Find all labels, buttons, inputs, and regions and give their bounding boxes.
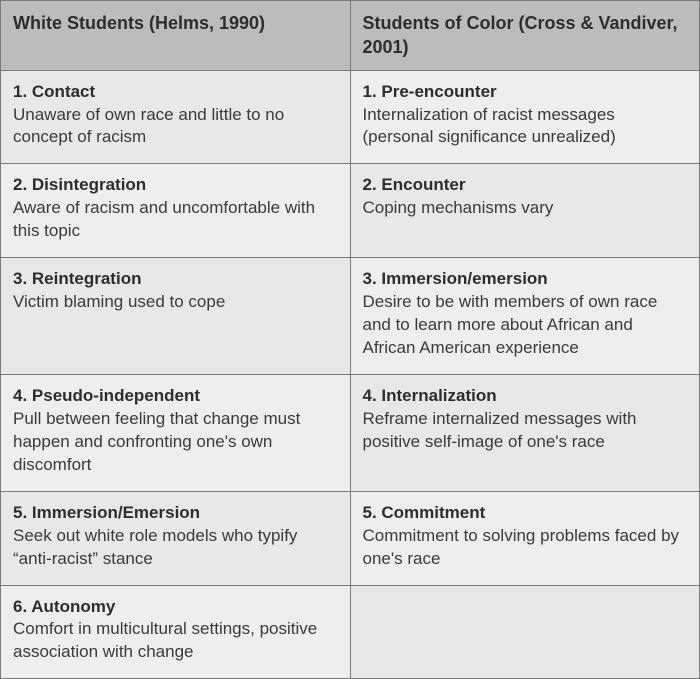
stage-title: 6. Autonomy <box>13 597 115 616</box>
table: White Students (Helms, 1990) Students of… <box>0 0 700 679</box>
cell-white-3: 3. Reintegration Victim blaming used to … <box>1 258 351 375</box>
col-header-students-of-color: Students of Color (Cross & Vandiver, 200… <box>350 1 700 71</box>
stage-desc: Aware of racism and uncomfortable with t… <box>13 197 338 243</box>
stage-desc: Commitment to solving problems faced by … <box>363 525 688 571</box>
stage-desc: Coping mechanisms vary <box>363 197 688 220</box>
table-row: 1. Contact Unaware of own race and littl… <box>1 70 700 164</box>
cell-white-4: 4. Pseudo-independent Pull between feeli… <box>1 374 351 491</box>
stage-desc: Seek out white role models who typify “a… <box>13 525 338 571</box>
stage-desc: Unaware of own race and little to no con… <box>13 104 338 150</box>
stage-title: 5. Commitment <box>363 503 486 522</box>
table-row: 6. Autonomy Comfort in multicultural set… <box>1 585 700 679</box>
identity-development-table: White Students (Helms, 1990) Students of… <box>0 0 700 679</box>
stage-desc: Victim blaming used to cope <box>13 291 338 314</box>
stage-title: 3. Immersion/emersion <box>363 269 548 288</box>
cell-soc-5: 5. Commitment Commitment to solving prob… <box>350 491 700 585</box>
stage-title: 1. Pre-encounter <box>363 82 497 101</box>
table-row: 3. Reintegration Victim blaming used to … <box>1 258 700 375</box>
stage-desc: Internalization of racist messages (pers… <box>363 104 688 150</box>
cell-white-1: 1. Contact Unaware of own race and littl… <box>1 70 351 164</box>
stage-title: 4. Pseudo-independent <box>13 386 200 405</box>
table-row: 2. Disintegration Aware of racism and un… <box>1 164 700 258</box>
table-row: 5. Immersion/Emersion Seek out white rol… <box>1 491 700 585</box>
stage-desc: Desire to be with members of own race an… <box>363 291 688 360</box>
stage-title: 4. Internalization <box>363 386 497 405</box>
table-header-row: White Students (Helms, 1990) Students of… <box>1 1 700 71</box>
cell-white-6: 6. Autonomy Comfort in multicultural set… <box>1 585 351 679</box>
cell-soc-2: 2. Encounter Coping mechanisms vary <box>350 164 700 258</box>
cell-soc-6-empty <box>350 585 700 679</box>
stage-title: 3. Reintegration <box>13 269 141 288</box>
cell-soc-3: 3. Immersion/emersion Desire to be with … <box>350 258 700 375</box>
cell-soc-4: 4. Internalization Reframe internalized … <box>350 374 700 491</box>
table-row: 4. Pseudo-independent Pull between feeli… <box>1 374 700 491</box>
cell-white-2: 2. Disintegration Aware of racism and un… <box>1 164 351 258</box>
stage-title: 1. Contact <box>13 82 95 101</box>
stage-title: 5. Immersion/Emersion <box>13 503 200 522</box>
cell-white-5: 5. Immersion/Emersion Seek out white rol… <box>1 491 351 585</box>
cell-soc-1: 1. Pre-encounter Internalization of raci… <box>350 70 700 164</box>
stage-desc: Pull between feeling that change must ha… <box>13 408 338 477</box>
stage-desc: Comfort in multicultural settings, posit… <box>13 618 338 664</box>
stage-title: 2. Disintegration <box>13 175 146 194</box>
stage-title: 2. Encounter <box>363 175 466 194</box>
stage-desc: Reframe internalized messages with posit… <box>363 408 688 454</box>
col-header-white-students: White Students (Helms, 1990) <box>1 1 351 71</box>
